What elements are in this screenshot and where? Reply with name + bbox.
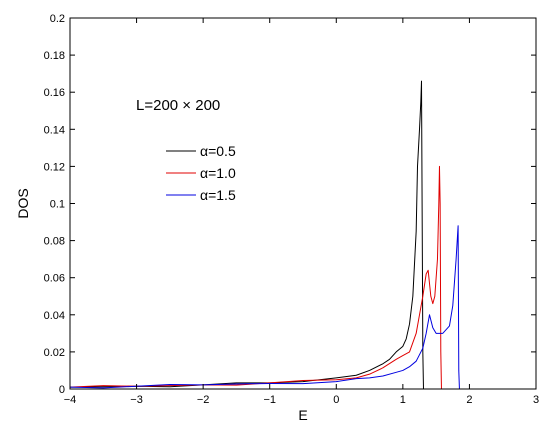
- plot-frame: [69, 17, 537, 390]
- x-axis-label: E: [298, 407, 307, 423]
- y-tick-label: 0: [59, 384, 65, 396]
- x-tick-label: 2: [466, 394, 472, 406]
- x-tick-label: −3: [130, 394, 143, 406]
- y-tick-label: 0.14: [44, 124, 65, 136]
- y-tick-label: 0.04: [44, 310, 65, 322]
- legend: α=0.5 α=1.0 α=1.5: [166, 143, 236, 203]
- labels-layer: −4 −3 −2 −1 0 1 2 3 0 0.02 0.04 0.06 0.08 0.1 0.12 0.14…: [44, 13, 539, 406]
- legend-label-1: α=0.5: [200, 143, 236, 159]
- y-tick-label: 0.16: [44, 87, 65, 99]
- y-tick-label: 0.08: [44, 236, 65, 248]
- ticks-layer: [69, 17, 537, 390]
- x-tick-label: 1: [400, 394, 406, 406]
- y-tick-label: 0.2: [50, 13, 65, 25]
- y-tick-label: 0.12: [44, 161, 65, 173]
- legend-label-2: α=1.0: [200, 165, 236, 181]
- legend-label-3: α=1.5: [200, 187, 236, 203]
- x-tick-label: −1: [263, 394, 276, 406]
- y-tick-label: 0.06: [44, 273, 65, 285]
- y-axis-label: DOS: [15, 188, 31, 218]
- series-line-3: [69, 225, 460, 390]
- series-line-2: [69, 165, 442, 390]
- x-tick-label: −2: [197, 394, 210, 406]
- series-layer: [69, 80, 460, 390]
- size-annotation: L=200 × 200: [136, 97, 220, 114]
- y-tick-label: 0.18: [44, 50, 65, 62]
- y-tick-label: 0.02: [44, 347, 65, 359]
- x-tick-label: 3: [533, 394, 539, 406]
- x-tick-label: 0: [333, 394, 339, 406]
- x-tick-label: −4: [64, 394, 77, 406]
- y-tick-label: 0.1: [50, 199, 65, 211]
- series-line-1: [69, 80, 424, 390]
